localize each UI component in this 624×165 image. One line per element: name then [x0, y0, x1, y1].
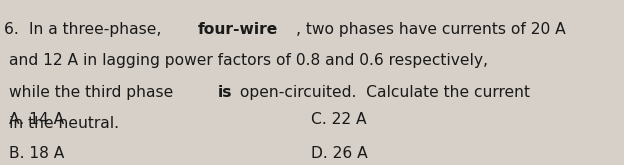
Text: while the third phase: while the third phase	[9, 85, 178, 100]
Text: , two phases have currents of 20 A: , two phases have currents of 20 A	[296, 22, 566, 37]
Text: In a three-phase,: In a three-phase,	[29, 22, 166, 37]
Text: and 12 A in lagging power factors of 0.8 and 0.6 respectively,: and 12 A in lagging power factors of 0.8…	[9, 53, 488, 68]
Text: in the neutral.: in the neutral.	[9, 116, 119, 131]
Text: open-circuited.  Calculate the current: open-circuited. Calculate the current	[235, 85, 530, 100]
Text: 6.: 6.	[4, 22, 24, 37]
Text: A. 14 A: A. 14 A	[9, 112, 64, 127]
Text: D. 26 A: D. 26 A	[311, 146, 368, 161]
Text: C. 22 A: C. 22 A	[311, 112, 367, 127]
Text: is: is	[217, 85, 232, 100]
Text: B. 18 A: B. 18 A	[9, 146, 64, 161]
Text: four‑wire: four‑wire	[198, 22, 278, 37]
